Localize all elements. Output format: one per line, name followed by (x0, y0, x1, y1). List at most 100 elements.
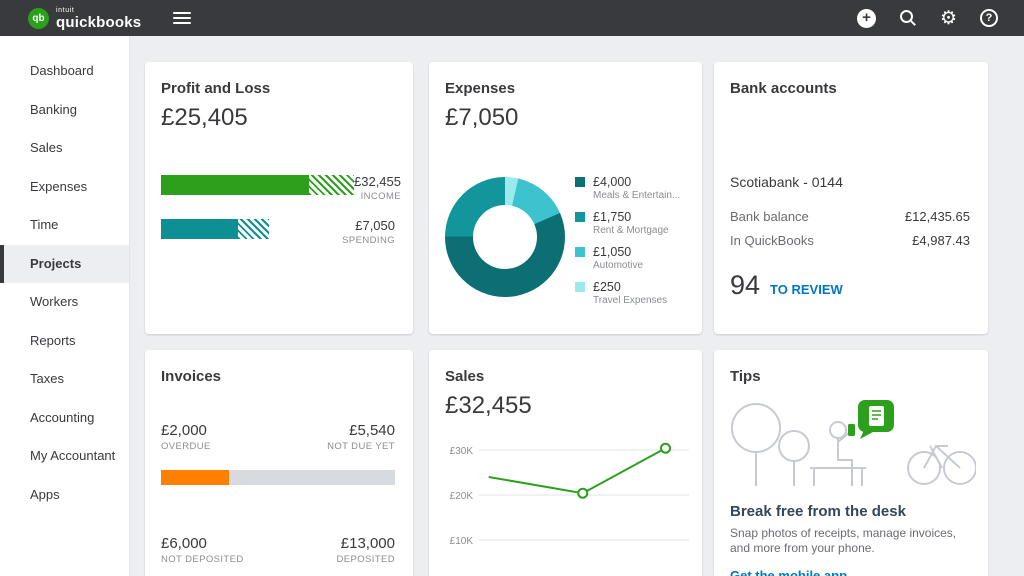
sales-card[interactable]: Sales £32,455 £30K £20K £10K (429, 350, 702, 576)
sidebar-item-dashboard[interactable]: Dashboard (30, 63, 94, 78)
invoices-progress-bar (161, 470, 395, 485)
legend-value-automotive: £1,050 (593, 245, 632, 259)
search-icon[interactable] (899, 9, 917, 27)
bank-balance-label: Bank balance (730, 209, 809, 224)
sidebar-item-accounting[interactable]: Accounting (30, 409, 95, 425)
in-quickbooks-label: In QuickBooks (730, 233, 814, 248)
legend-value-meals: £4,000 (593, 175, 632, 189)
overdue-label: OVERDUE (161, 441, 211, 452)
logo-intuit-label: intuit (56, 6, 75, 14)
bank-accounts-title: Bank accounts (730, 80, 837, 97)
sidebar-item-time[interactable]: Time (30, 217, 59, 232)
spending-stat: £7,050 SPENDING (342, 218, 395, 246)
deposited-label: DEPOSITED (336, 554, 395, 565)
legend-label-rent: Rent & Mortgage (593, 225, 669, 236)
not-deposited-label: NOT DEPOSITED (161, 554, 244, 565)
profit-and-loss-title: Profit and Loss (161, 80, 271, 97)
get-mobile-app-link[interactable]: Get the mobile app (730, 568, 848, 576)
sidebar-item-my-accountant[interactable]: My Accountant (30, 448, 116, 463)
sidebar-item-projects[interactable]: Projects (0, 244, 129, 283)
gear-icon[interactable]: ⚙ (939, 7, 957, 29)
sidebar-item-reports[interactable]: Reports (30, 332, 76, 348)
invoices-title: Invoices (161, 368, 222, 385)
y-tick-30k: £30K (450, 446, 474, 457)
spending-bar-row: £7,050 SPENDING (161, 218, 395, 246)
sales-title: Sales (445, 368, 485, 385)
logo-quickbooks-label: quickbooks (56, 13, 142, 31)
spending-label: SPENDING (342, 235, 395, 246)
spending-bar (161, 219, 269, 239)
expenses-card[interactable]: Expenses £7,050 £4,000 Meals & Entertain… (429, 62, 702, 334)
sidebar-item-taxes[interactable]: Taxes (30, 371, 64, 386)
logo-wordmark: intuit quickbooks (56, 7, 141, 30)
not-deposited-value: £6,000 (161, 535, 207, 552)
sales-amount: £32,455 (445, 392, 532, 419)
legend-value-rent: £1,750 (593, 210, 632, 224)
sidebar-item-sales[interactable]: Sales (30, 140, 63, 155)
y-tick-10k: £10K (450, 536, 474, 547)
tips-illustration (731, 400, 976, 486)
income-bar-solid (161, 175, 309, 195)
sales-line-chart: £30K £20K £10K (450, 442, 689, 547)
income-bar (161, 175, 354, 195)
hamburger-menu-icon[interactable] (173, 9, 192, 27)
deposited-stat: £13,000 DEPOSITED (337, 535, 396, 565)
sidebar-item-expenses[interactable]: Expenses (30, 178, 88, 194)
topbar-actions: + ⚙ ? (856, 7, 998, 29)
legend-label-travel: Travel Expenses (593, 295, 668, 306)
invoices-card[interactable]: Invoices £2,000 OVERDUE £5,540 NOT DUE Y… (145, 350, 413, 576)
profit-and-loss-card[interactable]: Profit and Loss £25,405 £32,455 INCOME £… (145, 62, 413, 334)
legend-swatch-rent (575, 212, 585, 222)
legend-swatch-automotive (575, 247, 585, 257)
sales-polyline (488, 447, 666, 495)
expenses-donut (445, 177, 565, 297)
to-review-row: 94 TO REVIEW (730, 270, 843, 301)
tips-card[interactable]: Tips Break free from the desk Snap pho (714, 350, 988, 576)
quickbooks-logo[interactable]: qb intuit quickbooks (28, 7, 141, 30)
legend-item-automotive: £1,050 Automotive (575, 245, 680, 271)
tree-icon (731, 403, 781, 453)
help-icon[interactable]: ? (980, 9, 998, 27)
profit-and-loss-amount: £25,405 (161, 104, 248, 131)
not-due-yet-label: NOT DUE YET (327, 441, 395, 452)
deposited-value: £13,000 (340, 535, 395, 552)
sidebar-item-apps[interactable]: Apps (30, 486, 60, 502)
spending-value: £7,050 (355, 218, 395, 233)
legend-swatch-travel (575, 282, 585, 292)
y-tick-20k: £20K (450, 491, 474, 502)
create-plus-icon[interactable]: + (856, 8, 876, 28)
sidebar-item-workers[interactable]: Workers (30, 294, 79, 309)
to-review-count: 94 (730, 270, 761, 300)
not-due-yet-stat: £5,540 NOT DUE YET (327, 422, 395, 452)
overdue-stat: £2,000 OVERDUE (161, 422, 211, 452)
expenses-title: Expenses (445, 80, 516, 97)
legend-label-automotive: Automotive (593, 260, 644, 271)
invoices-bottom-stats: £6,000 NOT DEPOSITED £13,000 DEPOSITED (161, 535, 395, 565)
sidebar-menu: Dashboard Banking Sales Expenses Time Pr… (0, 36, 129, 514)
sales-point-marker (659, 442, 671, 454)
spending-bar-solid (161, 219, 238, 239)
legend-label-meals: Meals & Entertain... (593, 190, 681, 201)
tips-title: Tips (730, 368, 761, 385)
invoices-top-stats: £2,000 OVERDUE £5,540 NOT DUE YET (161, 422, 395, 452)
legend-value-travel: £250 (593, 280, 621, 294)
sidebar-navigation: Dashboard Banking Sales Expenses Time Pr… (0, 36, 130, 576)
top-navigation-bar: qb intuit quickbooks + ⚙ ? (0, 0, 1024, 36)
overdue-value: £2,000 (161, 422, 207, 439)
income-value: £32,455 (354, 174, 401, 189)
bicycle-icon (907, 451, 941, 485)
to-review-link[interactable]: TO REVIEW (770, 282, 843, 297)
legend-item-travel: £250 Travel Expenses (575, 280, 680, 306)
tips-body-text: Snap photos of receipts, manage invoices… (730, 526, 957, 555)
in-quickbooks-value: £4,987.43 (912, 233, 970, 248)
legend-item-rent: £1,750 Rent & Mortgage (575, 210, 680, 236)
bank-balance-value: £12,435.65 (904, 209, 970, 224)
spending-bar-projected (238, 219, 269, 239)
phone-icon (848, 424, 855, 436)
sales-point-marker (577, 487, 589, 499)
in-quickbooks-row: In QuickBooks £4,987.43 (730, 233, 970, 248)
income-bar-row: £32,455 INCOME (161, 174, 401, 202)
legend-swatch-meals (575, 177, 585, 187)
sidebar-item-banking[interactable]: Banking (30, 101, 77, 117)
bank-accounts-card[interactable]: Bank accounts Scotiabank - 0144 Bank bal… (714, 62, 988, 334)
